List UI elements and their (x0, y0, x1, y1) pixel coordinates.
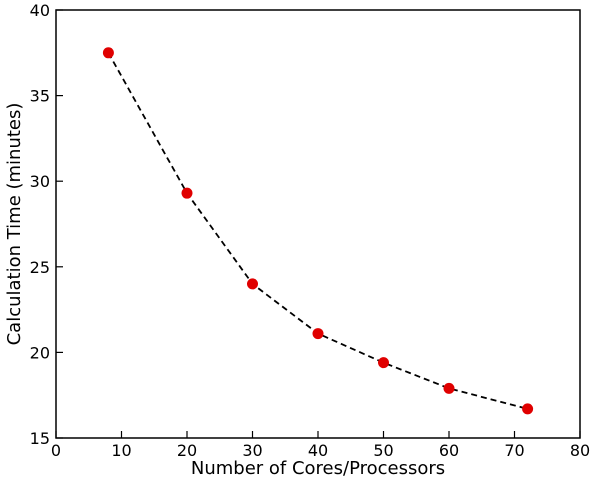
x-axis-ticks: 0 10 20 30 40 50 60 70 80 (51, 431, 590, 460)
data-point (312, 328, 324, 340)
data-point (443, 382, 455, 394)
y-axis-ticks: 15 20 25 30 35 40 (30, 1, 63, 448)
x-tick-label: 30 (242, 441, 262, 460)
data-point (181, 187, 193, 199)
y-tick-label: 20 (30, 343, 50, 362)
x-tick-label: 10 (111, 441, 131, 460)
y-tick-label: 40 (30, 1, 50, 20)
x-tick-label: 20 (177, 441, 197, 460)
x-tick-label: 70 (504, 441, 524, 460)
x-tick-label: 40 (308, 441, 328, 460)
x-tick-label: 50 (373, 441, 393, 460)
y-tick-label: 30 (30, 172, 50, 191)
x-tick-label: 0 (51, 441, 61, 460)
data-point (247, 278, 258, 290)
series-layer (102, 47, 534, 415)
x-tick-label: 80 (570, 441, 590, 460)
data-point (378, 357, 389, 369)
plot-frame (55, 9, 581, 439)
data-point (522, 403, 534, 415)
y-tick-label: 35 (30, 87, 50, 106)
x-axis-title: Number of Cores/Processors (191, 458, 445, 479)
series-line (107, 52, 528, 410)
x-tick-label: 60 (439, 441, 459, 460)
y-tick-label: 15 (30, 429, 50, 448)
y-axis-title: Calculation Time (minutes) (4, 103, 25, 346)
data-point (102, 47, 114, 59)
y-tick-label: 25 (30, 258, 50, 277)
